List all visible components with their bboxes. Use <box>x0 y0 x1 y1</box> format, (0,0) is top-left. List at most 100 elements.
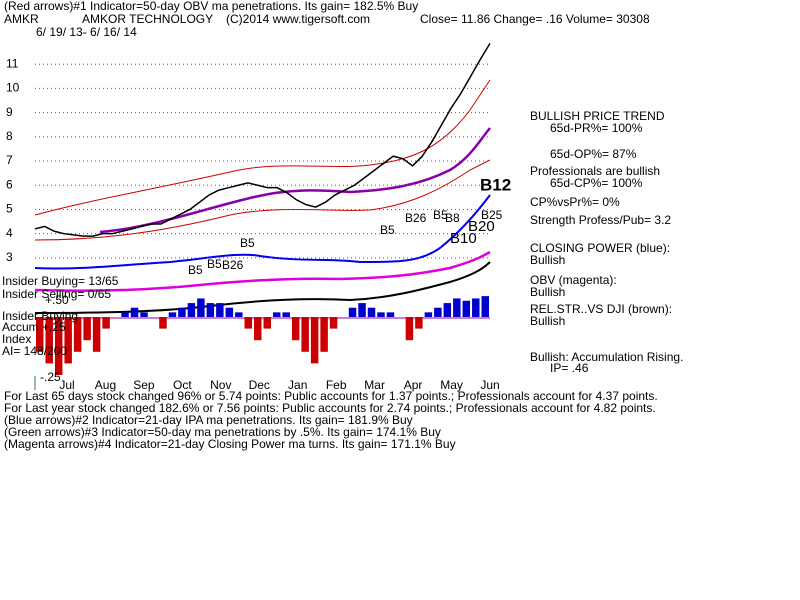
side-text: BULLISH PRICE TREND <box>530 109 665 123</box>
accum-bar <box>443 303 452 317</box>
accum-bar <box>329 317 338 329</box>
side-text: REL.STR..VS DJI (brown): <box>530 302 672 316</box>
x-tick-label: Dec <box>249 378 270 392</box>
accum-bar <box>358 303 366 317</box>
accum-bar <box>64 317 72 364</box>
header-text: (C)2014 www.tigersoft.com <box>226 12 370 26</box>
left-label: Insider Selling= 0/65 <box>2 287 111 301</box>
side-text: 65d-CP%= 100% <box>550 176 643 190</box>
accum-bar <box>54 317 63 375</box>
accum-bar <box>36 317 44 352</box>
signal-label: B5 <box>380 223 395 237</box>
side-text: Bullish: Accumulation Rising. <box>530 350 683 364</box>
side-text: OBV (magenta): <box>530 273 617 287</box>
accum-bar <box>291 317 300 341</box>
accum-bar <box>434 307 442 317</box>
y-tick-label: 9 <box>6 105 13 119</box>
accum-bar <box>386 312 395 317</box>
rel-strength <box>34 261 491 314</box>
accum-bar <box>472 298 480 317</box>
left-label: Insider Buying <box>2 309 78 323</box>
closing-power <box>34 194 491 270</box>
footer-text: For Last year stock changed 182.6% or 7.… <box>4 401 656 415</box>
accum-bar <box>310 317 319 364</box>
header-text: (Red arrows)#1 Indicator=50-day OBV ma p… <box>4 0 418 13</box>
accum-bar <box>481 296 489 317</box>
side-text: Bullish <box>530 285 565 299</box>
footer-text: (Blue arrows)#2 Indicator=21-day IPA ma … <box>4 413 413 427</box>
accum-bar <box>377 312 385 317</box>
signal-label: B12 <box>480 175 511 194</box>
accum-bar <box>130 307 139 317</box>
x-tick-label: Nov <box>210 378 231 392</box>
x-tick-label: Jun <box>480 378 499 392</box>
x-tick-label: Jul <box>59 378 74 392</box>
y-tick-label: 3 <box>6 250 13 264</box>
signal-label: B8 <box>445 211 460 225</box>
accum-bar <box>415 317 423 329</box>
accum-bar <box>225 307 234 317</box>
accum-bar <box>320 317 328 352</box>
accum-bar <box>405 317 414 341</box>
y-tick-label: 5 <box>6 202 13 216</box>
y-tick-label: 4 <box>6 226 13 240</box>
obv <box>34 250 491 293</box>
side-text: Strength Profess/Pub= 3.2 <box>530 213 671 227</box>
signal-label: B25 <box>481 208 503 222</box>
left-label: Index <box>2 332 31 346</box>
accum-bar <box>187 303 196 317</box>
x-tick-label: May <box>440 378 463 392</box>
accum-bar <box>206 303 215 317</box>
signal-label: B26 <box>405 211 427 225</box>
accum-bar <box>348 307 357 317</box>
footer-text: For Last 65 days stock changed 96% or 5.… <box>4 389 658 403</box>
side-text: Bullish <box>530 253 565 267</box>
signal-label: B26 <box>222 258 244 272</box>
left-label: Insider Buying= 13/65 <box>2 274 119 288</box>
y-tick-label: 6 <box>6 177 13 191</box>
accum-bar <box>73 317 82 352</box>
accum-bar <box>83 317 91 341</box>
y-tick-label: 11 <box>6 56 19 70</box>
side-text: CLOSING POWER (blue): <box>530 241 670 255</box>
y-tick-label: 7 <box>6 153 13 167</box>
x-tick-label: Aug <box>95 378 116 392</box>
accum-bar <box>92 317 101 352</box>
header-text: Close= 11.86 Change= .16 Volume= 30308 <box>420 12 650 26</box>
accum-bar <box>424 312 433 317</box>
side-text: 65d-OP%= 87% <box>550 147 637 161</box>
accum-bar <box>168 312 177 317</box>
signal-label: B10 <box>450 230 477 247</box>
accum-bar <box>121 312 129 317</box>
footer-text: (Magenta arrows)#4 Indicator=21-day Clos… <box>4 437 456 451</box>
x-tick-label: Feb <box>326 378 347 392</box>
accum-bar <box>197 298 205 317</box>
date-range: 6/ 19/ 13- 6/ 16/ 14 <box>36 25 137 39</box>
accum-bar <box>244 317 253 329</box>
x-tick-label: Oct <box>173 378 192 392</box>
x-tick-label: Sep <box>133 378 155 392</box>
side-text: Professionals are bullish <box>530 164 660 178</box>
accum-bar <box>216 303 224 317</box>
price-line <box>34 43 491 237</box>
side-text: Bullish <box>530 314 565 328</box>
left-label: +.50 <box>45 293 69 307</box>
side-text: CP%vsPr%= 0% <box>530 195 620 209</box>
accum-bar <box>282 312 290 317</box>
x-tick-label: Mar <box>364 378 385 392</box>
accum-bar <box>159 317 167 329</box>
accum-bar <box>462 300 471 317</box>
accum-bar <box>140 312 148 317</box>
accum-bar <box>178 307 186 317</box>
left-label: Accum +.25 <box>2 320 66 334</box>
lower-band <box>34 159 491 241</box>
accum-bar <box>254 317 262 341</box>
signal-label: B5 <box>207 257 222 271</box>
footer-text: (Green arrows)#3 Indicator=50-day ma pen… <box>4 425 441 439</box>
side-text: 65d-PR%= 100% <box>550 121 643 135</box>
header-text: AMKOR TECHNOLOGY <box>82 12 213 26</box>
signal-label: B5 <box>240 236 255 250</box>
y-tick-label: 8 <box>6 129 13 143</box>
accum-bar <box>272 312 281 317</box>
x-tick-label: Apr <box>404 378 423 392</box>
